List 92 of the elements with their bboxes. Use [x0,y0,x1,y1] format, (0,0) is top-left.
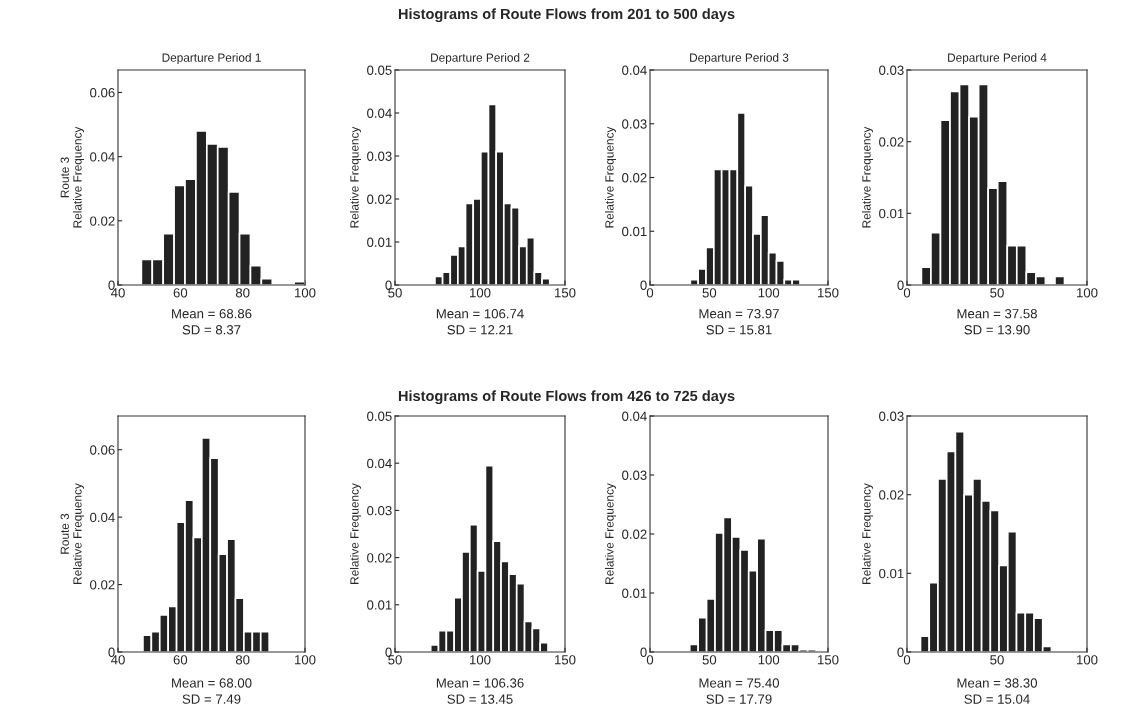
y-axis-title: Relative Frequency [604,483,616,584]
text: Mean = 38.30 [957,678,1038,688]
y-tick-label: 0.04 [622,411,647,421]
text: SD = 7.49 [182,694,241,704]
y-tick-label: 0 [385,280,392,290]
x-tick-label: 100 [295,288,316,298]
x-tick-label: 60 [173,288,188,298]
y-tick-label: 0.03 [879,65,904,75]
y-axis-title: Route 3 Relative Frequency [60,483,84,584]
x-tick-label: 150 [818,288,839,298]
y-tick-label: 0.04 [90,152,115,162]
y-axis-title: Route 3 Relative Frequency [60,126,84,228]
y-tick-label: 0 [640,647,647,657]
text: SD = 8.37 [182,325,241,335]
y-tick-label: 0.05 [367,65,392,75]
x-tick-label: 80 [235,288,250,298]
text: Mean = 75.40 [699,678,780,688]
x-tick-label: 50 [388,655,402,665]
y-tick-label: 0.02 [879,490,904,500]
y-tick-label: 0.02 [367,194,392,204]
x-tick-label: 100 [758,288,780,298]
text: Mean = 68.00 [172,678,252,688]
y-tick-label: 0.01 [622,588,647,598]
x-tick-label: 60 [173,655,188,665]
y-tick-label: 0 [897,647,904,657]
y-tick-label: 0.02 [622,529,647,539]
text: SD = 17.79 [706,694,772,704]
y-axis-title: Relative Frequency [349,483,361,584]
y-tick-label: 0 [108,647,115,657]
x-tick-label: 100 [470,288,491,298]
y-axis-title: Relative Frequency [861,126,873,228]
y-tick-label: 0.03 [367,151,392,161]
x-tick-label: 100 [1077,655,1098,665]
y-tick-label: 0.05 [367,411,392,421]
chart-title: Departure Period 3 [690,53,789,65]
y-tick-label: 0.02 [879,137,904,147]
y-tick-label: 0.01 [367,600,392,610]
y-tick-label: 0.06 [90,88,115,98]
chart-title: Departure Period 2 [431,53,530,65]
text: Histograms of Route Flows from 201 to 500 days [398,8,735,22]
x-tick-label: 100 [470,655,491,665]
y-tick-label: 0.03 [622,119,647,129]
x-tick-label: 100 [295,655,316,665]
y-tick-label: 0.02 [367,553,392,563]
y-tick-label: 0 [897,280,904,290]
text: Histograms of Route Flows from 426 to 725 days [398,390,735,404]
x-tick-label: 150 [555,288,576,298]
y-axis-title: Relative Frequency [861,483,873,584]
x-tick-label: 50 [990,655,1004,665]
y-axis-title: Relative Frequency [604,126,616,228]
chart-title: Departure Period 1 [162,53,261,65]
x-tick-label: 40 [110,655,125,665]
text: Mean = 106.74 [436,309,524,319]
x-tick-label: 50 [702,288,717,298]
y-tick-label: 0.04 [622,65,647,75]
x-tick-label: 100 [1077,288,1098,298]
x-tick-label: 50 [990,288,1004,298]
x-tick-label: 150 [555,655,576,665]
text: SD = 13.90 [964,325,1030,335]
y-tick-label: 0 [385,647,392,657]
text: SD = 15.81 [706,325,772,335]
y-tick-label: 0.01 [879,568,904,579]
chart-title: Departure Period 4 [948,53,1047,65]
text: Mean = 106.36 [436,678,524,688]
y-tick-label: 0.02 [90,216,115,226]
text: Mean = 73.97 [699,309,779,319]
x-tick-label: 100 [758,655,780,665]
y-tick-label: 0.01 [879,208,904,219]
y-tick-label: 0.06 [90,445,115,455]
text: SD = 13.45 [447,694,513,704]
y-tick-label: 0.03 [879,411,904,421]
y-tick-label: 0 [640,280,647,290]
y-tick-label: 0.01 [367,237,392,247]
y-axis-title: Relative Frequency [349,126,361,228]
y-tick-label: 0.02 [622,173,647,183]
y-tick-label: 0.01 [622,226,647,237]
x-tick-label: 80 [235,655,250,665]
x-tick-label: 150 [818,655,839,665]
y-tick-label: 0.04 [367,108,392,118]
x-tick-label: 40 [110,288,125,298]
text: SD = 12.21 [447,325,513,335]
text: Mean = 68.86 [172,309,252,319]
x-tick-label: 50 [388,288,402,298]
text: Mean = 37.58 [957,309,1037,319]
x-tick-label: 50 [702,655,717,665]
y-tick-label: 0.02 [90,580,115,590]
y-tick-label: 0 [108,280,115,290]
y-tick-label: 0.03 [622,470,647,480]
text: SD = 15.04 [964,694,1030,704]
y-tick-label: 0.04 [90,512,115,523]
y-tick-label: 0.03 [367,505,392,516]
y-tick-label: 0.04 [367,458,392,469]
